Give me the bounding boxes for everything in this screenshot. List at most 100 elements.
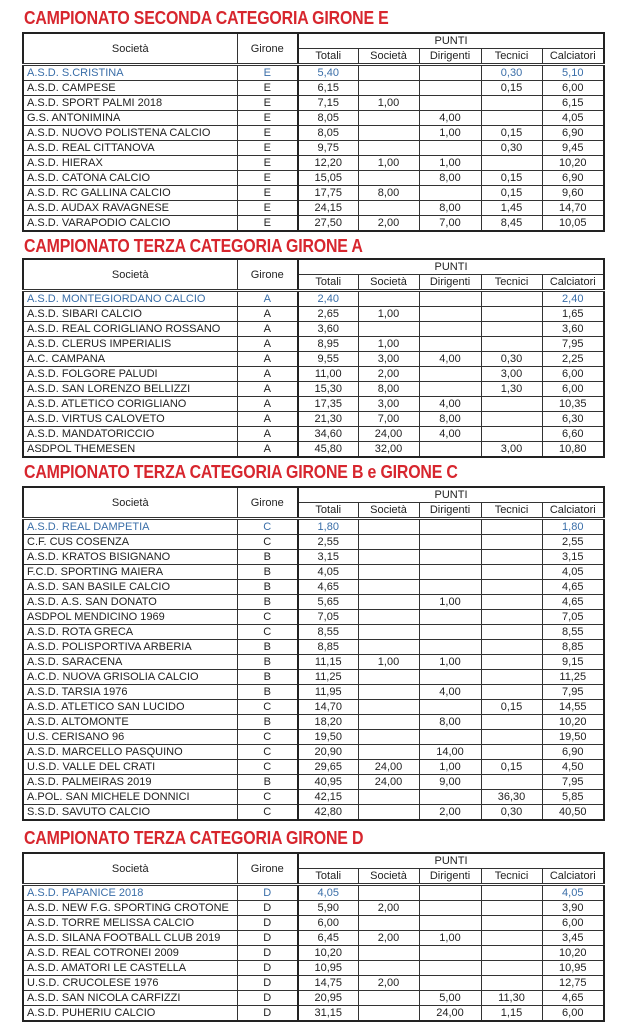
cell-tecnici: 11,30 bbox=[480, 990, 543, 1006]
table-row: A.C. CAMPANA A 9,55 3,00 4,00 0,30 2,25 bbox=[22, 351, 605, 367]
cell-societa bbox=[357, 789, 420, 805]
cell-tecnici: 0,30 bbox=[480, 64, 543, 81]
table-row: A.S.D. S.CRISTINA E 5,40 0,30 5,10 bbox=[22, 64, 605, 81]
cell-girone: D bbox=[236, 1005, 299, 1022]
cell-name: A.S.D. PUHERIU CALCIO bbox=[22, 1005, 238, 1022]
cell-calciatori: 7,95 bbox=[541, 336, 605, 352]
cell-dirigenti: 8,00 bbox=[418, 411, 482, 427]
cell-totali: 10,95 bbox=[297, 960, 359, 976]
cell-totali: 17,75 bbox=[297, 185, 359, 201]
table-row: A.S.D. ALTOMONTE B 18,20 8,00 10,20 bbox=[22, 714, 605, 730]
cell-calciatori: 8,55 bbox=[541, 624, 605, 640]
table-row: A.S.D. NEW F.G. SPORTING CROTONE D 5,90 2,0… bbox=[22, 900, 605, 916]
table-row: A.S.D. TORRE MELISSA CALCIO D 6,00 6,00 bbox=[22, 915, 605, 931]
cell-name: A.S.D. REAL CORIGLIANO ROSSANO bbox=[22, 321, 238, 337]
cell-dirigenti bbox=[418, 321, 482, 337]
cell-dirigenti bbox=[418, 624, 482, 640]
cell-totali: 42,80 bbox=[297, 804, 359, 821]
cell-calciatori: 10,20 bbox=[541, 714, 605, 730]
cell-totali: 8,05 bbox=[297, 125, 359, 141]
cell-tecnici bbox=[480, 549, 543, 565]
cell-calciatori: 1,80 bbox=[541, 518, 605, 535]
cell-societa: 2,00 bbox=[357, 930, 420, 946]
cell-dirigenti bbox=[418, 140, 482, 156]
cell-name: U.S.D. CRUCOLESE 1976 bbox=[22, 975, 238, 991]
header-societa-points: Società bbox=[357, 502, 420, 520]
table-row: A.S.D. SILANA FOOTBALL CLUB 2019 D 6,45 2,0… bbox=[22, 930, 605, 946]
cell-tecnici bbox=[480, 744, 543, 760]
cell-totali: 2,40 bbox=[297, 290, 359, 307]
cell-totali: 2,65 bbox=[297, 306, 359, 322]
cell-totali: 1,80 bbox=[297, 518, 359, 535]
cell-calciatori: 6,00 bbox=[541, 1005, 605, 1022]
cell-tecnici bbox=[480, 579, 543, 595]
cell-dirigenti: 7,00 bbox=[418, 215, 482, 232]
cell-calciatori: 4,65 bbox=[541, 594, 605, 610]
cell-dirigenti: 5,00 bbox=[418, 990, 482, 1006]
cell-tecnici: 0,30 bbox=[480, 804, 543, 821]
header-calciatori: Calciatori bbox=[541, 48, 605, 66]
cell-dirigenti: 9,00 bbox=[418, 774, 482, 790]
table-row: A.S.D. MARCELLO PASQUINO C 20,90 14,00 6,90 bbox=[22, 744, 605, 760]
cell-societa bbox=[357, 624, 420, 640]
cell-girone: C bbox=[236, 744, 299, 760]
cell-tecnici bbox=[480, 884, 543, 901]
table-row: ASDPOL MENDICINO 1969 C 7,05 7,05 bbox=[22, 609, 605, 625]
standings-table: Società Girone PUNTI Totali Società Dirigenti… bbox=[22, 258, 606, 458]
cell-dirigenti: 1,00 bbox=[418, 594, 482, 610]
cell-name: U.S. CERISANO 96 bbox=[22, 729, 238, 745]
table-row: A.S.D. REAL DAMPETIA C 1,80 1,80 bbox=[22, 518, 605, 535]
table-row: A.S.D. SPORT PALMI 2018 E 7,15 1,00 6,15 bbox=[22, 95, 605, 111]
cell-calciatori: 9,15 bbox=[541, 654, 605, 670]
cell-name: A.S.D. MANDATORICCIO bbox=[22, 426, 238, 442]
cell-name: A.S.D. NEW F.G. SPORTING CROTONE bbox=[22, 900, 238, 916]
cell-totali: 3,60 bbox=[297, 321, 359, 337]
table-row: A.S.D. SAN LORENZO BELLIZZI A 15,30 8,00 1,3… bbox=[22, 381, 605, 397]
header-societa: Società bbox=[22, 258, 238, 292]
cell-girone: A bbox=[236, 441, 299, 458]
cell-dirigenti bbox=[418, 639, 482, 655]
cell-tecnici bbox=[480, 426, 543, 442]
table-row: A.S.D. KRATOS BISIGNANO B 3,15 3,15 bbox=[22, 549, 605, 565]
cell-name: A.S.D. HIERAX bbox=[22, 155, 238, 171]
table-row: A.S.D. VIRTUS CALOVETO A 21,30 7,00 8,00 6,30 bbox=[22, 411, 605, 427]
cell-girone: A bbox=[236, 290, 299, 307]
cell-totali: 2,55 bbox=[297, 534, 359, 550]
standings-table: Società Girone PUNTI Totali Società Dirigenti… bbox=[22, 32, 606, 232]
cell-name: A.S.D. AMATORI LE CASTELLA bbox=[22, 960, 238, 976]
cell-totali: 5,65 bbox=[297, 594, 359, 610]
cell-societa: 2,00 bbox=[357, 900, 420, 916]
cell-tecnici bbox=[480, 654, 543, 670]
cell-tecnici bbox=[480, 945, 543, 961]
cell-dirigenti bbox=[418, 518, 482, 535]
table-row: A.S.D. PUHERIU CALCIO D 31,15 24,00 1,15 6,00 bbox=[22, 1005, 605, 1022]
header-dirigenti: Dirigenti bbox=[418, 868, 482, 886]
cell-calciatori: 2,40 bbox=[541, 290, 605, 307]
table-row: A.S.D. A.S. SAN DONATO B 5,65 1,00 4,65 bbox=[22, 594, 605, 610]
cell-name: A.C. CAMPANA bbox=[22, 351, 238, 367]
cell-calciatori: 1,65 bbox=[541, 306, 605, 322]
cell-societa bbox=[357, 200, 420, 216]
table-row: G.S. ANTONIMINA E 8,05 4,00 4,05 bbox=[22, 110, 605, 126]
cell-tecnici bbox=[480, 321, 543, 337]
cell-calciatori: 10,95 bbox=[541, 960, 605, 976]
cell-totali: 4,05 bbox=[297, 884, 359, 901]
cell-societa: 1,00 bbox=[357, 306, 420, 322]
cell-name: G.S. ANTONIMINA bbox=[22, 110, 238, 126]
cell-calciatori: 4,05 bbox=[541, 884, 605, 901]
table-row: A.S.D. REAL CORIGLIANO ROSSANO A 3,60 3,60 bbox=[22, 321, 605, 337]
table-row: A.S.D. NUOVO POLISTENA CALCIO E 8,05 1,00 0,… bbox=[22, 125, 605, 141]
cell-girone: A bbox=[236, 411, 299, 427]
cell-totali: 12,20 bbox=[297, 155, 359, 171]
table-row: A.S.D. PALMEIRAS 2019 B 40,95 24,00 9,00 7,95 bbox=[22, 774, 605, 790]
cell-calciatori: 6,00 bbox=[541, 381, 605, 397]
cell-girone: E bbox=[236, 95, 299, 111]
table-row: A.S.D. RC GALLINA CALCIO E 17,75 8,00 0,15 9,… bbox=[22, 185, 605, 201]
header-girone: Girone bbox=[236, 486, 299, 520]
cell-totali: 20,95 bbox=[297, 990, 359, 1006]
cell-dirigenti bbox=[418, 80, 482, 96]
cell-calciatori: 8,85 bbox=[541, 639, 605, 655]
cell-totali: 6,15 bbox=[297, 80, 359, 96]
cell-tecnici: 36,30 bbox=[480, 789, 543, 805]
cell-societa bbox=[357, 125, 420, 141]
